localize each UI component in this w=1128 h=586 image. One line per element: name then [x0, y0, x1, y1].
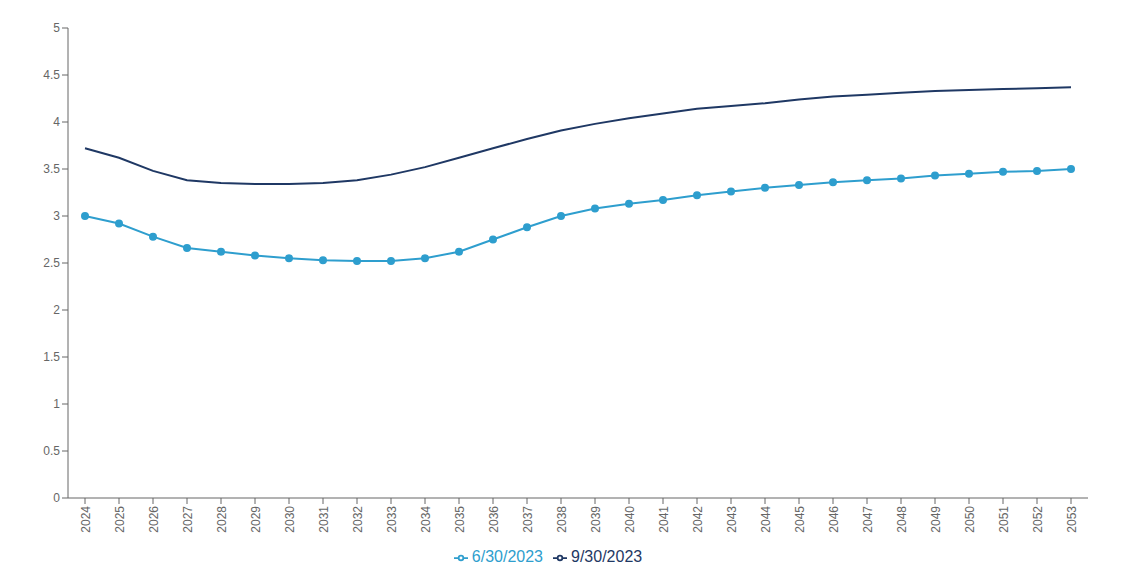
svg-text:1: 1: [53, 397, 60, 411]
svg-text:2038: 2038: [555, 506, 569, 533]
svg-text:2025: 2025: [113, 506, 127, 533]
svg-text:2044: 2044: [759, 506, 773, 533]
svg-text:2046: 2046: [827, 506, 841, 533]
svg-text:2050: 2050: [963, 506, 977, 533]
svg-text:2040: 2040: [623, 506, 637, 533]
svg-text:2028: 2028: [215, 506, 229, 533]
svg-text:2: 2: [53, 303, 60, 317]
svg-text:0: 0: [53, 491, 60, 505]
svg-text:4: 4: [53, 115, 60, 129]
svg-text:2047: 2047: [861, 506, 875, 533]
svg-text:3.5: 3.5: [43, 162, 60, 176]
svg-text:2049: 2049: [929, 506, 943, 533]
svg-text:2030: 2030: [283, 506, 297, 533]
svg-text:2026: 2026: [147, 506, 161, 533]
svg-text:2041: 2041: [657, 506, 671, 533]
svg-text:2036: 2036: [487, 506, 501, 533]
svg-text:2035: 2035: [453, 506, 467, 533]
svg-text:2039: 2039: [589, 506, 603, 533]
svg-text:2052: 2052: [1031, 506, 1045, 533]
svg-text:2031: 2031: [317, 506, 331, 533]
svg-text:2037: 2037: [521, 506, 535, 533]
svg-text:2043: 2043: [725, 506, 739, 533]
svg-text:0.5: 0.5: [43, 444, 60, 458]
svg-text:2027: 2027: [181, 506, 195, 533]
svg-text:2029: 2029: [249, 506, 263, 533]
svg-text:2053: 2053: [1065, 506, 1079, 533]
svg-text:2024: 2024: [79, 506, 93, 533]
svg-text:2034: 2034: [419, 506, 433, 533]
svg-text:2045: 2045: [793, 506, 807, 533]
svg-text:1.5: 1.5: [43, 350, 60, 364]
html-text:6/30/2023: 6/30/2023: [471, 548, 543, 565]
html-text:9/30/2023: 9/30/2023: [571, 548, 643, 565]
svg-text:2051: 2051: [997, 506, 1011, 533]
svg-text:2042: 2042: [691, 506, 705, 533]
svg-text:2032: 2032: [351, 506, 365, 533]
svg-text:5: 5: [53, 21, 60, 35]
svg-text:3: 3: [53, 209, 60, 223]
svg-text:2.5: 2.5: [43, 256, 60, 270]
svg-text:2033: 2033: [385, 506, 399, 533]
svg-text:4.5: 4.5: [43, 68, 60, 82]
svg-text:2048: 2048: [895, 506, 909, 533]
